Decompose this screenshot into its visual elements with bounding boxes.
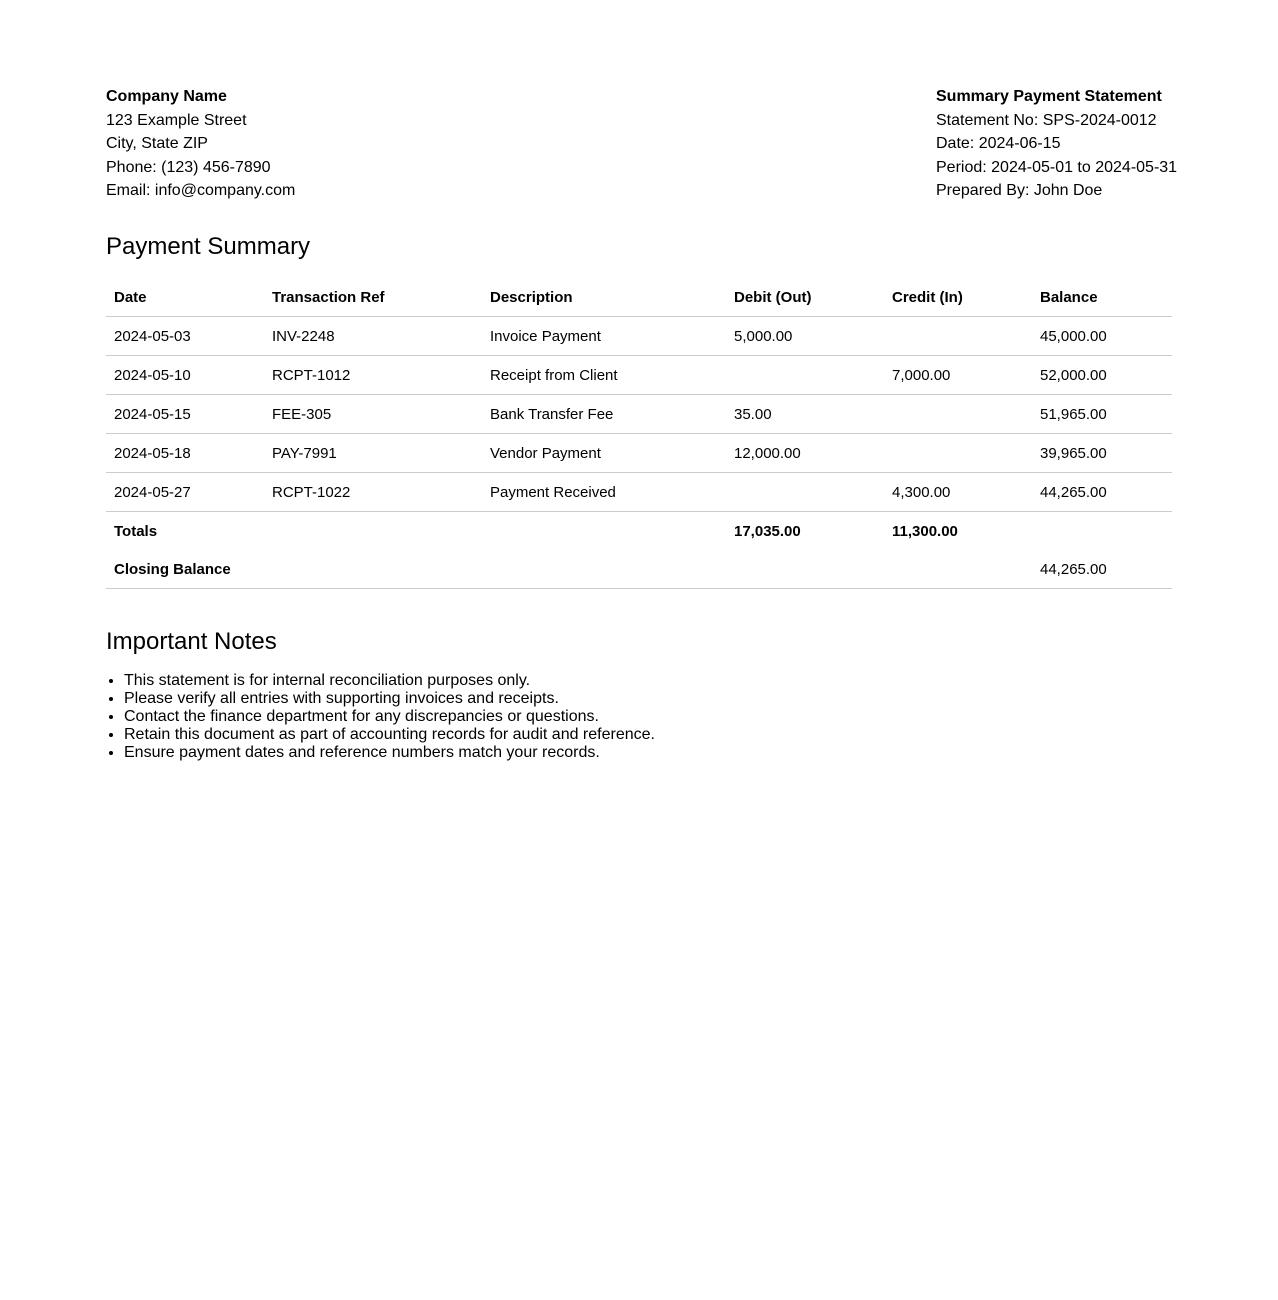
table-cell: FEE-305 [264,394,482,434]
statement-title: Summary Payment Statement [936,88,1162,105]
company-city: City, State ZIP [106,135,208,152]
payment-summary-heading: Payment Summary [106,233,311,260]
closing-balance-row: Closing Balance 44,265.00 [106,550,1172,589]
totals-row: Totals 17,035.00 11,300.00 [106,512,1172,551]
table-cell: 51,965.00 [1032,394,1172,434]
table-cell: 52,000.00 [1032,355,1172,395]
table-cell [726,355,884,395]
note-item: Please verify all entries with supportin… [124,690,655,708]
column-header: Debit (Out) [726,278,884,317]
statement-date: Date: 2024-06-15 [936,135,1061,152]
table-row: 2024-05-18 PAY-7991 Vendor Payment 12,000.0… [106,433,1172,473]
table-row: 2024-05-27 RCPT-1022 Payment Received 4,300… [106,472,1172,512]
notes-list: This statement is for internal reconcili… [106,672,655,762]
column-header: Transaction Ref [264,278,482,317]
closing-balance: 44,265.00 [1032,550,1172,589]
table-cell: 5,000.00 [726,316,884,356]
company-street: 123 Example Street [106,111,247,129]
table-cell: Payment Received [482,472,726,512]
table-cell: 44,265.00 [1032,472,1172,512]
table-cell: 4,300.00 [884,472,1032,512]
totals-label: Totals [114,522,158,540]
table-cell: 2024-05-03 [106,316,264,356]
table-cell: 39,965.00 [1032,433,1172,473]
company-info: Company Name 123 Example Street City, St… [106,85,295,203]
table-cell [884,394,1032,434]
table-cell: 2024-05-18 [106,433,264,473]
company-name: Company Name [106,88,227,105]
table-cell: 12,000.00 [726,433,884,473]
payment-table: Date Transaction Ref Description Debit (… [106,278,1172,589]
statement-info: Summary Payment Statement Statement No: … [936,85,1177,203]
table-cell: Vendor Payment [482,433,726,473]
table-cell: RCPT-1022 [264,472,482,512]
table-cell: Invoice Payment [482,316,726,356]
note-item: Ensure payment dates and reference numbe… [124,744,655,762]
table-row: 2024-05-03 INV-2248 Invoice Payment 5,000.0… [106,316,1172,356]
table-cell: Bank Transfer Fee [482,394,726,434]
table-header-row: Date Transaction Ref Description Debit (… [106,278,1172,317]
column-header: Balance [1032,278,1172,317]
table-cell [884,433,1032,473]
table-cell [726,472,884,512]
column-header: Credit (In) [884,278,1032,317]
table-cell: Receipt from Client [482,355,726,395]
column-header: Description [482,278,726,317]
note-item: Retain this document as part of accounti… [124,726,655,744]
table-cell: 2024-05-15 [106,394,264,434]
notes-heading: Important Notes [106,628,277,655]
table-row: 2024-05-10 RCPT-1012 Receipt from Client 7,… [106,355,1172,395]
table-cell: 45,000.00 [1032,316,1172,356]
note-item: This statement is for internal reconcili… [124,672,655,690]
table-row: 2024-05-15 FEE-305 Bank Transfer Fee 35.00 5… [106,394,1172,434]
table-cell: 2024-05-27 [106,472,264,512]
table-cell: INV-2248 [264,316,482,356]
statement-number: Statement No: SPS-2024-0012 [936,111,1157,129]
column-header: Date [106,278,264,317]
table-cell: 35.00 [726,394,884,434]
company-phone: Phone: (123) 456-7890 [106,158,271,176]
company-email: Email: info@company.com [106,182,296,199]
table-cell: RCPT-1012 [264,355,482,395]
closing-label: Closing Balance [106,550,264,589]
table-cell: 2024-05-10 [106,355,264,395]
table-cell [884,316,1032,356]
totals-credit: 11,300.00 [892,522,958,540]
note-item: Contact the finance department for any d… [124,708,655,726]
statement-period: Period: 2024-05-01 to 2024-05-31 [936,158,1178,176]
totals-debit: 17,035.00 [734,522,801,540]
table-cell: PAY-7991 [264,433,482,473]
table-cell: 7,000.00 [884,355,1032,395]
statement-prepared-by: Prepared By: John Doe [936,182,1103,199]
